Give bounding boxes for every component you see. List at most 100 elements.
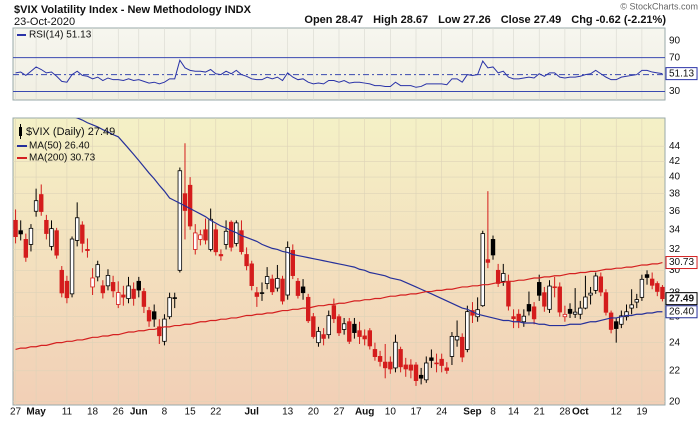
candle-body bbox=[537, 282, 542, 296]
candle-body bbox=[449, 335, 455, 357]
candle-body bbox=[501, 273, 506, 282]
candle-body bbox=[367, 330, 372, 347]
quote-item: Open 28.47 bbox=[304, 14, 363, 26]
candle-body bbox=[74, 217, 80, 241]
end-label: 51.13 bbox=[665, 67, 698, 81]
candle-body bbox=[59, 269, 64, 294]
candle-body bbox=[239, 230, 244, 253]
y-tick-label: 44 bbox=[669, 141, 681, 152]
candle-body bbox=[454, 335, 460, 341]
candle-body bbox=[187, 184, 193, 227]
moving-average-line bbox=[75, 118, 663, 327]
candle-body bbox=[424, 362, 429, 381]
x-tick-label: 26 bbox=[113, 407, 125, 418]
candle-body bbox=[64, 280, 70, 299]
candle-body bbox=[44, 219, 49, 234]
candle-body bbox=[336, 316, 342, 334]
x-tick-label: 19 bbox=[636, 407, 648, 418]
candle-body bbox=[439, 358, 444, 366]
candle-body bbox=[141, 291, 147, 307]
candle-body bbox=[383, 361, 388, 369]
legend-label: $VIX (Daily) 27.49 bbox=[26, 126, 115, 138]
x-tick-label: 22 bbox=[210, 407, 222, 418]
candle-body bbox=[578, 307, 583, 315]
candle-body bbox=[259, 292, 265, 294]
x-tick-label: 27 bbox=[333, 407, 345, 418]
x-tick-label: 27 bbox=[10, 407, 22, 418]
candle-body bbox=[562, 313, 568, 318]
x-tick-label: Oct bbox=[572, 407, 589, 418]
candle-body bbox=[167, 297, 172, 318]
candle-body bbox=[80, 224, 85, 244]
quote-item: High 28.67 bbox=[373, 14, 428, 26]
end-label-text: 51.13 bbox=[669, 68, 694, 79]
candle-body bbox=[198, 234, 203, 240]
candle-body bbox=[511, 316, 516, 319]
candle-body bbox=[193, 232, 198, 250]
candle-body bbox=[285, 247, 290, 296]
x-tick-label: 15 bbox=[185, 407, 197, 418]
candle-body bbox=[649, 278, 655, 286]
candle-body bbox=[321, 334, 326, 339]
candle-body bbox=[295, 280, 301, 296]
legend-label: MA(200) 30.73 bbox=[29, 153, 96, 164]
candle-body bbox=[629, 304, 634, 309]
y-tick-label: 38 bbox=[669, 188, 681, 199]
candle-body bbox=[228, 221, 234, 248]
copyright: © StockCharts.com bbox=[620, 1, 698, 11]
candle-body bbox=[495, 269, 501, 284]
y-tick-label: 22 bbox=[669, 365, 681, 376]
end-label-box bbox=[665, 256, 698, 270]
x-tick-label: 8 bbox=[162, 407, 168, 418]
candle-body bbox=[254, 292, 260, 297]
candle-body bbox=[542, 292, 547, 307]
y-tick-label: 32 bbox=[669, 244, 681, 255]
candle-body bbox=[213, 229, 218, 253]
quote-item: Chg -0.62 (-2.21%) bbox=[571, 14, 666, 26]
candle-body bbox=[218, 254, 224, 257]
candle-body bbox=[305, 296, 311, 322]
candle-body bbox=[521, 315, 527, 323]
y-tick-label: 20 bbox=[669, 396, 681, 407]
candle-body bbox=[23, 239, 29, 258]
candle-body bbox=[567, 308, 573, 314]
candle-body bbox=[506, 280, 511, 307]
candle-body bbox=[557, 286, 562, 313]
candle-body bbox=[608, 312, 614, 330]
candle-body bbox=[13, 219, 18, 238]
x-tick-label: May bbox=[26, 407, 46, 418]
candle-body bbox=[614, 321, 619, 329]
end-label-text: 30.73 bbox=[669, 257, 694, 268]
y-tick-label: 30 bbox=[669, 265, 681, 276]
candle-body bbox=[434, 362, 439, 365]
quote: Chg -0.62 (-2.21%) Close 27.49 Low 27.26 Hi… bbox=[304, 14, 666, 26]
candle-body bbox=[644, 274, 650, 278]
chart-date: 23-Oct-2020 bbox=[14, 16, 75, 28]
candle-body bbox=[444, 367, 450, 371]
candle-body bbox=[413, 364, 419, 381]
candle-body bbox=[95, 264, 100, 278]
x-tick-label: Jul bbox=[244, 407, 259, 418]
end-label: 26.40 bbox=[665, 305, 698, 319]
candle-body bbox=[33, 200, 39, 212]
candle-body bbox=[583, 296, 588, 309]
candle-body bbox=[208, 218, 213, 250]
candle-body bbox=[116, 292, 121, 305]
candle-body bbox=[131, 288, 136, 299]
end-label: 27.49 bbox=[665, 292, 698, 306]
end-label-text: 26.40 bbox=[669, 306, 694, 317]
candle-body bbox=[603, 292, 609, 313]
candle-body bbox=[516, 313, 521, 323]
candle-body bbox=[588, 292, 593, 296]
candle-body bbox=[311, 316, 316, 337]
candle-body bbox=[290, 250, 295, 276]
candle-body bbox=[110, 282, 116, 292]
candle-body bbox=[660, 286, 665, 300]
candle-body bbox=[572, 311, 578, 315]
candle-body bbox=[639, 278, 645, 298]
candle-body bbox=[480, 233, 485, 307]
candle-body bbox=[300, 286, 306, 294]
candle-body bbox=[182, 193, 188, 211]
candle-body bbox=[357, 330, 362, 337]
